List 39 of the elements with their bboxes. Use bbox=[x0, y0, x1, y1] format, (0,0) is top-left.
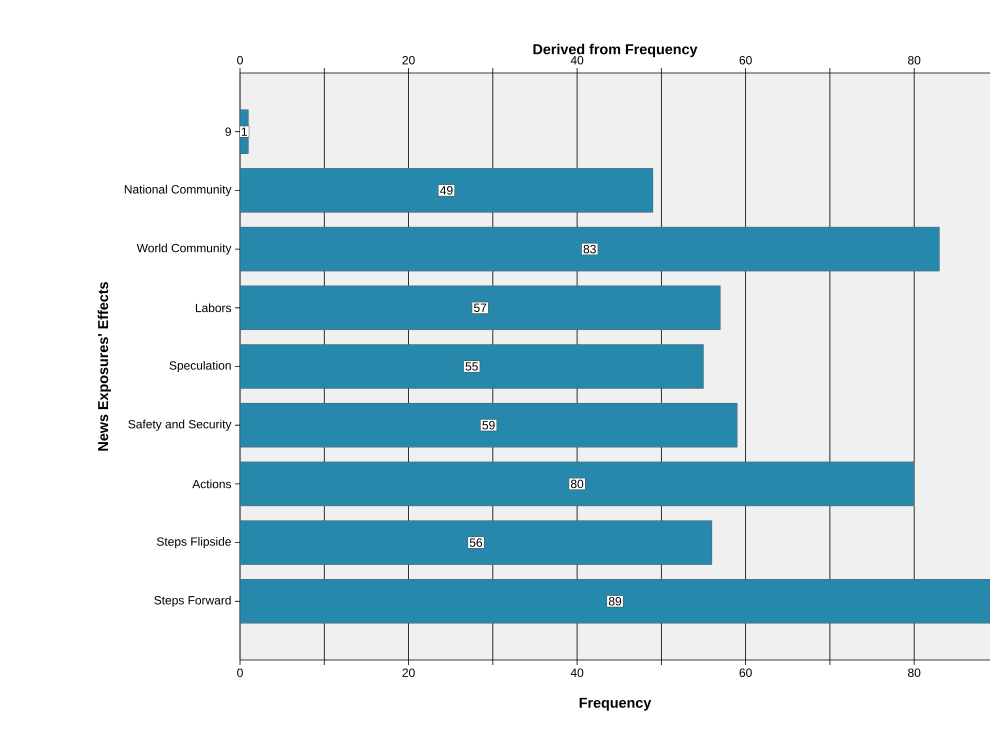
bar bbox=[240, 344, 704, 389]
bar bbox=[240, 520, 712, 565]
y-tick-label: Steps Forward bbox=[154, 596, 231, 607]
bar bbox=[240, 168, 654, 213]
bar bbox=[240, 286, 721, 330]
data-label: 59 bbox=[482, 420, 495, 430]
y-tick-label: World Community bbox=[136, 244, 232, 255]
data-label: 80 bbox=[570, 480, 584, 488]
y-tick-label: Safety and Security bbox=[128, 420, 232, 431]
y-tick-label: 9 bbox=[225, 127, 231, 136]
x2-tick-label: 80 bbox=[908, 56, 920, 64]
bar bbox=[240, 402, 738, 448]
data-label: 55 bbox=[466, 362, 478, 371]
x2-tick-label: 0 bbox=[237, 56, 243, 64]
y-tick-label: Labors bbox=[196, 303, 232, 312]
data-label: 89 bbox=[608, 597, 622, 606]
x2-axis-title: Derived from Frequency bbox=[533, 44, 698, 58]
bar bbox=[240, 226, 940, 272]
data-label: 49 bbox=[440, 186, 453, 195]
y-tick-label: Steps Flipside bbox=[156, 537, 231, 548]
x-tick-label: 60 bbox=[740, 668, 752, 677]
x-tick-label: 40 bbox=[570, 668, 584, 677]
data-label: 1 bbox=[242, 128, 247, 136]
y-tick-label: Speculation bbox=[170, 360, 231, 372]
bar bbox=[240, 579, 990, 624]
bar bbox=[240, 462, 914, 506]
data-label: 57 bbox=[474, 304, 486, 312]
data-label: 56 bbox=[470, 538, 482, 547]
x-axis-title: Frequency bbox=[580, 698, 652, 711]
x-tick-label: 0 bbox=[237, 668, 243, 677]
x2-tick-label: 20 bbox=[402, 56, 415, 64]
x-tick-label: 80 bbox=[908, 668, 920, 677]
x2-tick-label: 60 bbox=[740, 56, 752, 64]
x2-tick-label: 40 bbox=[570, 56, 584, 64]
x-tick-label: 20 bbox=[402, 668, 415, 677]
y-axis-title: News Exposures' Effects bbox=[98, 282, 112, 451]
y-tick-label: National Community bbox=[124, 184, 232, 196]
y-tick-label: Actions bbox=[192, 480, 232, 488]
data-label: 83 bbox=[584, 244, 596, 254]
